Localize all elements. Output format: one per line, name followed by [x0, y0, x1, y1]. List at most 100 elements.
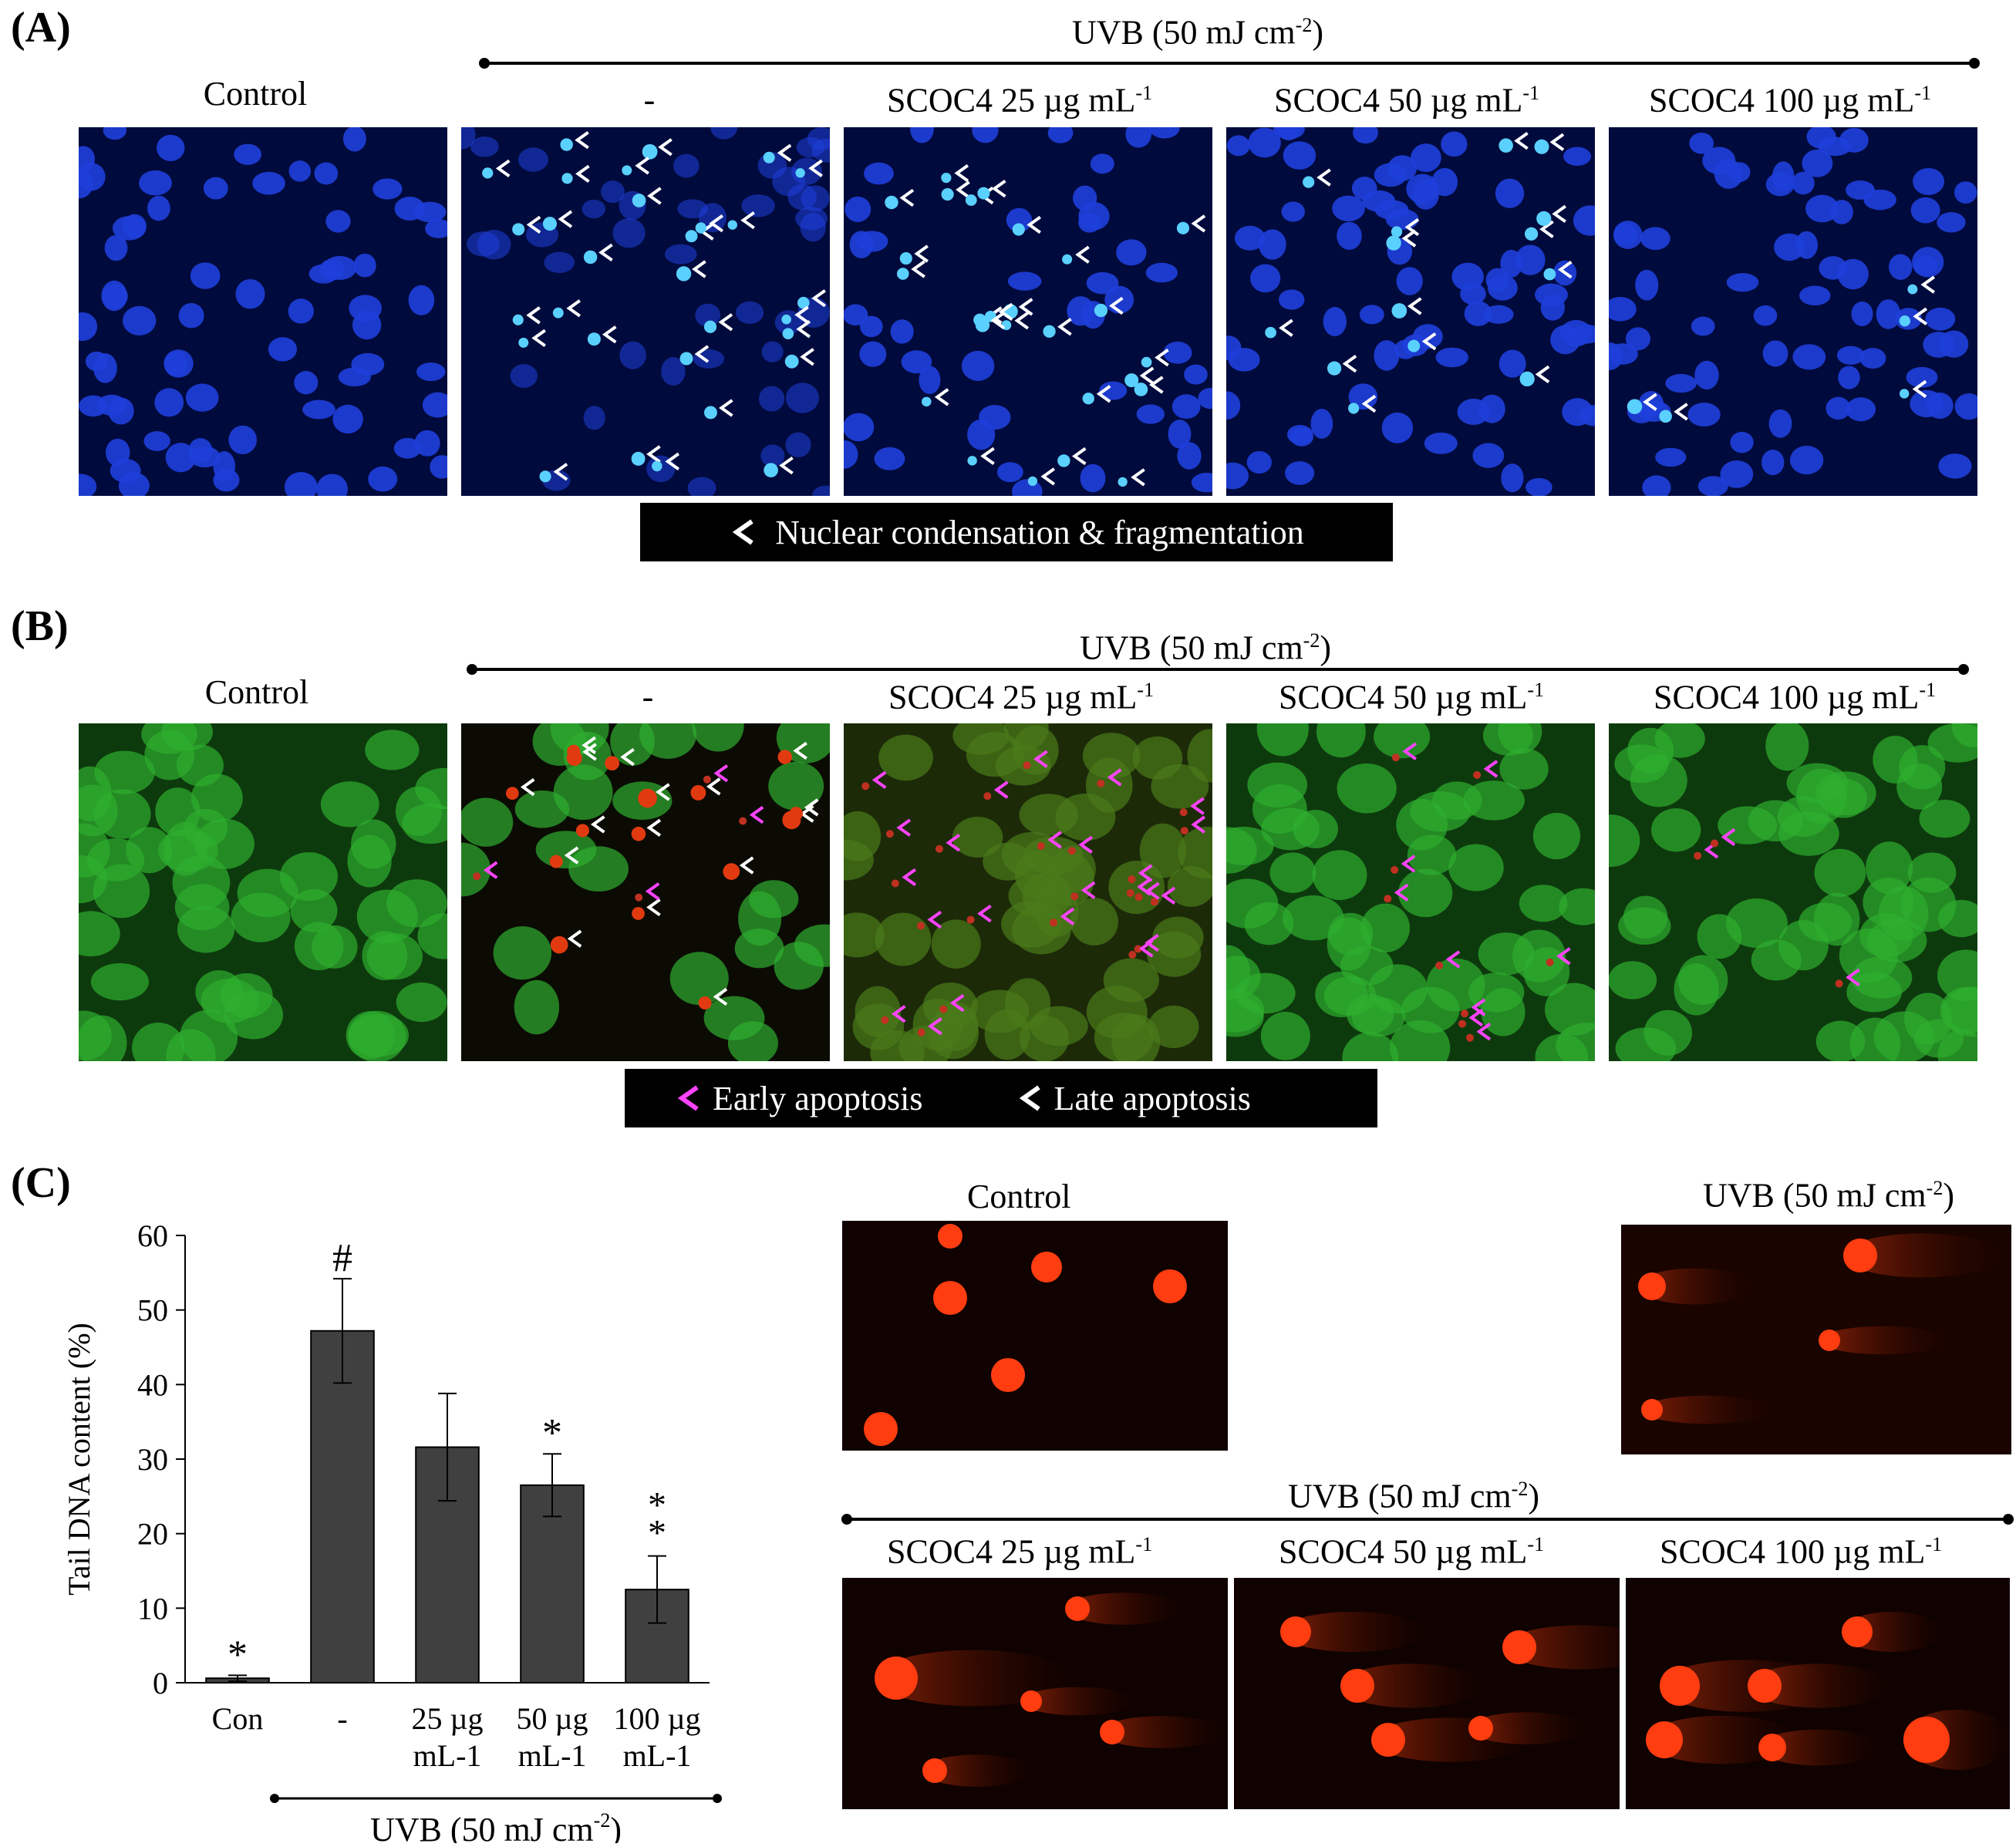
- nucleus: [901, 350, 932, 374]
- comet-header-50-sup: -1: [1527, 1533, 1545, 1555]
- white-arrow-icon: [811, 289, 826, 308]
- nucleus: [79, 395, 108, 417]
- nucleus: [1250, 264, 1281, 293]
- condensed-nucleus: [1899, 389, 1910, 399]
- hoechst-image-control: [79, 127, 447, 496]
- nucleus: [741, 194, 775, 217]
- cell: [844, 912, 885, 958]
- nucleus: [582, 199, 606, 219]
- nucleus: [1278, 289, 1305, 310]
- cell: [395, 786, 442, 836]
- significance-mark: *: [228, 1633, 248, 1677]
- nucleus: [1226, 335, 1242, 360]
- comet-line-end: [2003, 1514, 2014, 1525]
- ao-eb-cells-25: [844, 723, 1212, 1061]
- x-tick-label: mL-1: [518, 1738, 587, 1773]
- nucleus: [203, 177, 228, 200]
- late-apoptotic-cell: [505, 787, 519, 800]
- cell: [1556, 1023, 1595, 1061]
- condensed-nucleus: [512, 314, 524, 325]
- nucleus: [85, 351, 108, 372]
- magenta-arrow-icon: [1080, 881, 1096, 899]
- condensed-nucleus: [1057, 454, 1070, 467]
- nucleus: [1168, 420, 1192, 449]
- nucleus: [394, 196, 426, 221]
- significance-mark: *: [648, 1513, 666, 1554]
- nucleus: [844, 440, 858, 469]
- nucleus: [470, 137, 499, 157]
- error-bar: [438, 1392, 457, 1502]
- condensed-nucleus: [632, 194, 646, 207]
- nucleus: [1387, 155, 1418, 181]
- white-arrow-icon: [635, 157, 649, 175]
- condensed-nucleus: [1082, 393, 1094, 405]
- early-apoptotic-cell: [917, 1028, 925, 1036]
- bar: [520, 1484, 585, 1684]
- nucleus: [1332, 195, 1365, 222]
- white-arrow-icon: [658, 138, 673, 157]
- early-apoptotic-cell: [1134, 893, 1143, 902]
- magenta-arrow-icon: [1190, 797, 1205, 815]
- panel-a-uvb-header: UVB (50 mJ cm-2): [1072, 15, 1323, 50]
- panel-b-header-50: SCOC4 50 µg mL-1: [1279, 680, 1544, 715]
- condensed-nucleus: [921, 396, 932, 407]
- condensed-nucleus: [539, 470, 551, 483]
- nucleus: [1411, 143, 1441, 172]
- comet-image-uvb: [1621, 1225, 2011, 1454]
- nucleus: [316, 474, 348, 496]
- cell: [1927, 723, 1977, 763]
- comet-tail: [1020, 1687, 1134, 1716]
- comet-header-control: Control: [967, 1178, 1071, 1215]
- white-arrow-icon: [646, 898, 661, 917]
- nucleus: [235, 278, 265, 309]
- panel-b-header-25-text: SCOC4 25 µg mL: [888, 678, 1138, 716]
- nucleus: [1826, 396, 1851, 420]
- comet-tail: [1758, 1729, 1879, 1766]
- white-arrow-icon: [1071, 447, 1087, 466]
- early-apoptotic-cell: [885, 830, 894, 838]
- comet-header-uvb: UVB (50 mJ cm-2): [1703, 1178, 1954, 1213]
- comet-header-50: SCOC4 50 µg mL-1: [1279, 1535, 1544, 1569]
- condensed-nucleus: [512, 223, 525, 236]
- nucleus: [1348, 383, 1378, 410]
- comet-head: [1031, 1252, 1062, 1282]
- late-apoptotic-cell: [777, 750, 792, 764]
- white-arrow-icon: [733, 519, 754, 545]
- cell: [1282, 895, 1344, 941]
- cell: [365, 730, 420, 770]
- condensed-nucleus: [583, 250, 598, 265]
- late-apoptotic-cell: [566, 750, 582, 766]
- nucleus: [1550, 325, 1581, 355]
- nucleus: [1090, 153, 1114, 174]
- condensed-nucleus: [1303, 176, 1315, 188]
- comet-head: [933, 1281, 967, 1315]
- nucleus: [190, 262, 221, 289]
- condensed-nucleus: [482, 167, 494, 179]
- white-arrow-icon: [1279, 319, 1293, 337]
- nucleus: [1007, 271, 1042, 291]
- cell: [1654, 723, 1705, 758]
- nucleus: [178, 302, 204, 329]
- nucleus: [864, 162, 894, 185]
- comet-tail: [1340, 1663, 1482, 1708]
- nucleus: [661, 357, 686, 386]
- panel-a-uvb-close: ): [1312, 13, 1323, 52]
- white-arrow-icon: [709, 214, 724, 233]
- nucleus: [1441, 131, 1468, 157]
- nucleus: [710, 127, 738, 140]
- nucleus: [961, 350, 995, 381]
- nucleus: [467, 231, 500, 257]
- magenta-arrow-icon: [1060, 907, 1075, 925]
- nucleus: [1939, 330, 1969, 358]
- condensed-nucleus: [1265, 326, 1276, 339]
- cell: [155, 787, 201, 837]
- hoechst-image-uvb: [461, 127, 830, 496]
- nucleus: [1665, 373, 1697, 393]
- nucleus: [859, 341, 887, 367]
- comet-head: [1502, 1630, 1536, 1664]
- hoechst-cells-100: [1609, 127, 1977, 496]
- y-tick-label: 50: [137, 1293, 168, 1328]
- cell: [1615, 1027, 1677, 1061]
- magenta-arrow-icon: [677, 1085, 699, 1111]
- condensed-nucleus: [727, 220, 737, 230]
